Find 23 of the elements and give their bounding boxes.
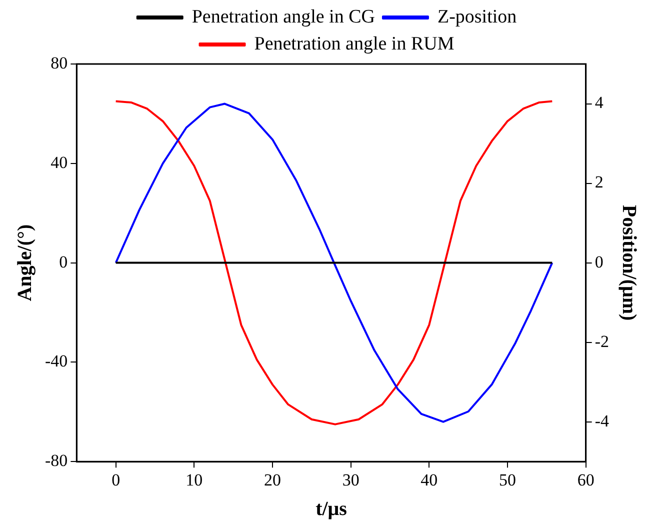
y-tick-label: 40 [50, 152, 68, 172]
legend-label: Penetration angle in RUM [254, 33, 454, 54]
x-tick-label: 60 [577, 470, 594, 490]
legend-label: Z-position [437, 6, 518, 28]
y-tick-label: 0 [59, 252, 68, 272]
x-tick-label: 0 [112, 470, 120, 490]
y-tick-label: -40 [44, 352, 68, 371]
y2-tick-label: 2 [594, 172, 604, 192]
x-tick-label: 50 [499, 470, 516, 490]
y2-tick-label: 4 [594, 93, 604, 112]
x-tick-label: 30 [342, 470, 360, 490]
y-tick-label: -80 [44, 451, 68, 470]
y2-tick-label: -4 [594, 411, 610, 430]
y-axis-title: Angle/(°) [14, 224, 36, 302]
x-tick-label: 10 [186, 470, 203, 490]
legend-label: Penetration angle in CG [192, 6, 376, 28]
x-axis-title: t/μs [316, 498, 348, 520]
y2-tick-label: 0 [594, 252, 604, 272]
y2-axis-title: Position/(μm) [618, 204, 640, 321]
y2-tick-label: -2 [594, 332, 610, 351]
y-tick-label: 80 [50, 53, 68, 72]
x-tick-label: 40 [420, 470, 438, 490]
x-tick-label: 20 [264, 470, 281, 490]
